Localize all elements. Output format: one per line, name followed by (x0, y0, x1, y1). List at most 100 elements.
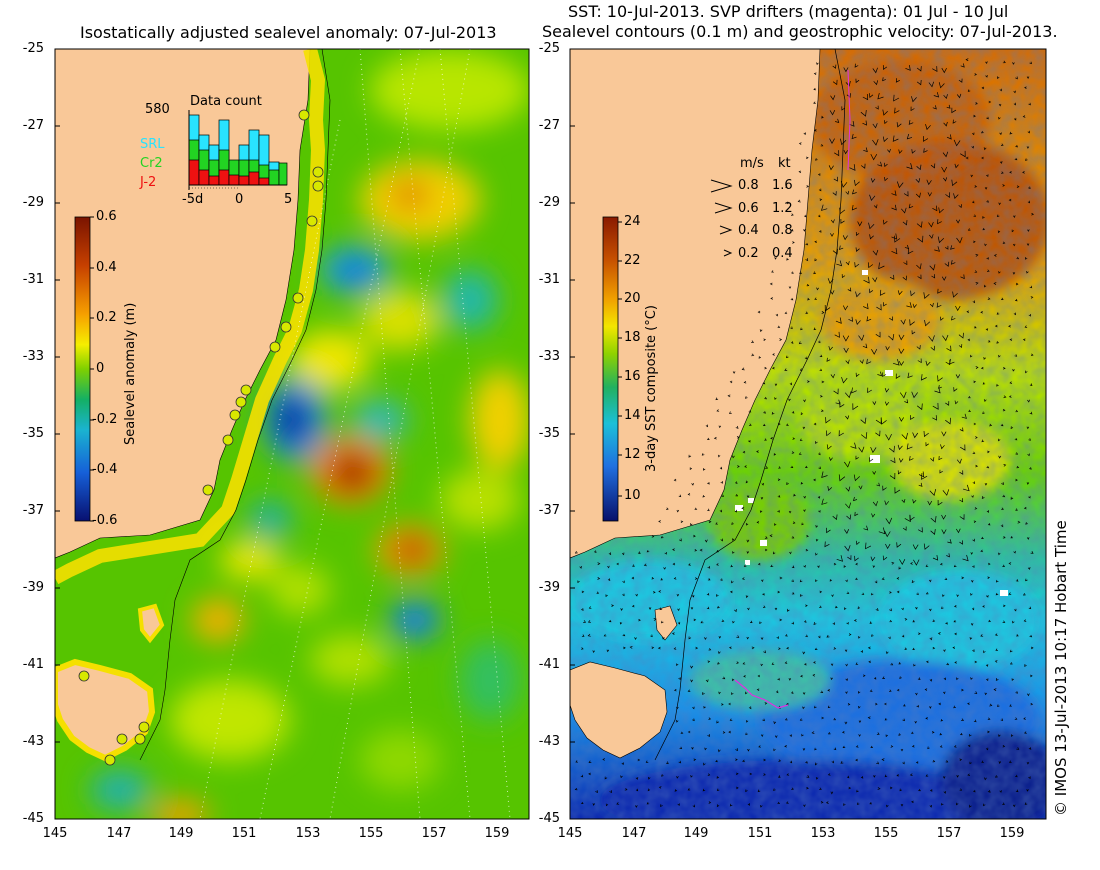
velocity-arrow (885, 543, 891, 550)
velocity-arrow (674, 789, 678, 792)
velocity-arrow (815, 524, 819, 528)
velocity-arrow (942, 151, 949, 158)
velocity-arrow (616, 802, 620, 805)
velocity-arrow (986, 174, 989, 178)
velocity-arrow (983, 399, 987, 402)
velocity-arrow (737, 465, 740, 468)
velocity-arrow (903, 704, 906, 707)
velocity-arrow (835, 317, 842, 324)
velocity-arrow (763, 758, 767, 762)
velocity-arrow (967, 773, 971, 776)
velocity-arrow (701, 453, 705, 456)
velocity-arrow (889, 591, 892, 594)
velocity-arrow (631, 604, 635, 608)
velocity-arrow (1026, 146, 1030, 149)
velocity-arrow (690, 523, 693, 526)
velocity-arrow (588, 606, 592, 609)
velocity-arrow (813, 129, 817, 132)
velocity-arrow (958, 204, 962, 209)
velocity-arrow (902, 220, 908, 226)
velocity-arrow (863, 303, 869, 310)
cbar-tick: 22 (624, 253, 641, 268)
velocity-arrow (815, 777, 819, 780)
velocity-arrow (855, 745, 859, 748)
velocity-arrow (819, 230, 822, 233)
velocity-arrow (926, 179, 932, 186)
velocity-arrow (1014, 157, 1018, 161)
velocity-arrow (1026, 243, 1030, 247)
velocity-arrow (1012, 62, 1015, 65)
velocity-arrow (958, 344, 963, 349)
velocity-arrow (588, 772, 591, 776)
velocity-arrow (1011, 229, 1015, 233)
velocity-arrow (986, 269, 990, 272)
velocity-arrow (997, 230, 1001, 234)
velocity-arrow (851, 387, 857, 394)
velocity-arrow (857, 606, 861, 610)
velocity-arrow (1030, 646, 1034, 650)
velocity-arrow (756, 450, 759, 453)
velocity-arrow (764, 702, 768, 705)
velocity-arrow (1027, 130, 1030, 134)
velocity-arrow (819, 605, 822, 608)
velocity-arrow (602, 758, 606, 761)
velocity-arrow (996, 383, 999, 387)
velocity-arrow (777, 801, 781, 805)
velocity-arrow (773, 788, 776, 791)
velocity-arrow (832, 622, 835, 626)
velocity-arrow (1013, 550, 1016, 554)
velocity-arrow (1002, 241, 1006, 245)
velocity-arrow (953, 605, 957, 608)
velocity-legend-kt: 1.6 (772, 178, 793, 193)
velocity-arrow (937, 236, 945, 244)
velocity-arrow (953, 139, 961, 147)
velocity-arrow (855, 319, 861, 326)
velocity-arrow (637, 758, 641, 762)
velocity-arrow (592, 650, 595, 654)
right-y-tick: -37 (538, 503, 560, 518)
velocity-arrow (745, 732, 748, 736)
velocity-arrow (954, 661, 958, 664)
velocity-arrow (891, 247, 898, 255)
velocity-arrow (778, 647, 781, 650)
velocity-arrow (840, 138, 847, 146)
velocity-arrow (715, 397, 719, 401)
velocity-arrow (679, 538, 682, 542)
velocity-arrow (975, 281, 979, 285)
velocity-arrow (707, 508, 710, 512)
velocity-arrow (999, 160, 1003, 164)
velocity-arrow (888, 445, 895, 453)
velocity-arrow (771, 662, 775, 665)
velocity-arrow (1016, 747, 1020, 750)
velocity-arrow (707, 565, 711, 569)
velocity-arrow (777, 478, 781, 481)
velocity-arrow (833, 717, 837, 721)
velocity-arrow (889, 619, 893, 623)
velocity-arrow (761, 482, 765, 486)
velocity-arrow (816, 287, 819, 291)
left-y-tick: -25 (22, 41, 44, 56)
velocity-arrow (820, 204, 828, 211)
velocity-arrow (942, 489, 950, 496)
velocity-arrow (790, 341, 794, 344)
velocity-arrow (834, 150, 840, 157)
velocity-arrow (872, 401, 877, 406)
velocity-arrow (592, 803, 596, 806)
velocity-arrow (817, 214, 821, 218)
velocity-arrow (971, 495, 974, 498)
velocity-arrow (777, 677, 780, 681)
velocity-arrow (838, 430, 844, 437)
velocity-arrow (944, 577, 948, 580)
velocity-arrow (987, 450, 990, 454)
velocity-arrow (671, 632, 675, 635)
cbar-tick: 0 (96, 361, 105, 376)
velocity-arrow (983, 803, 986, 807)
velocity-arrow (799, 594, 803, 597)
velocity-arrow (706, 606, 710, 610)
velocity-arrow (974, 270, 978, 273)
velocity-arrow (1015, 508, 1018, 511)
velocity-arrow (960, 718, 965, 722)
velocity-arrow (960, 444, 966, 451)
velocity-arrow (715, 759, 718, 763)
velocity-arrow (721, 619, 725, 622)
